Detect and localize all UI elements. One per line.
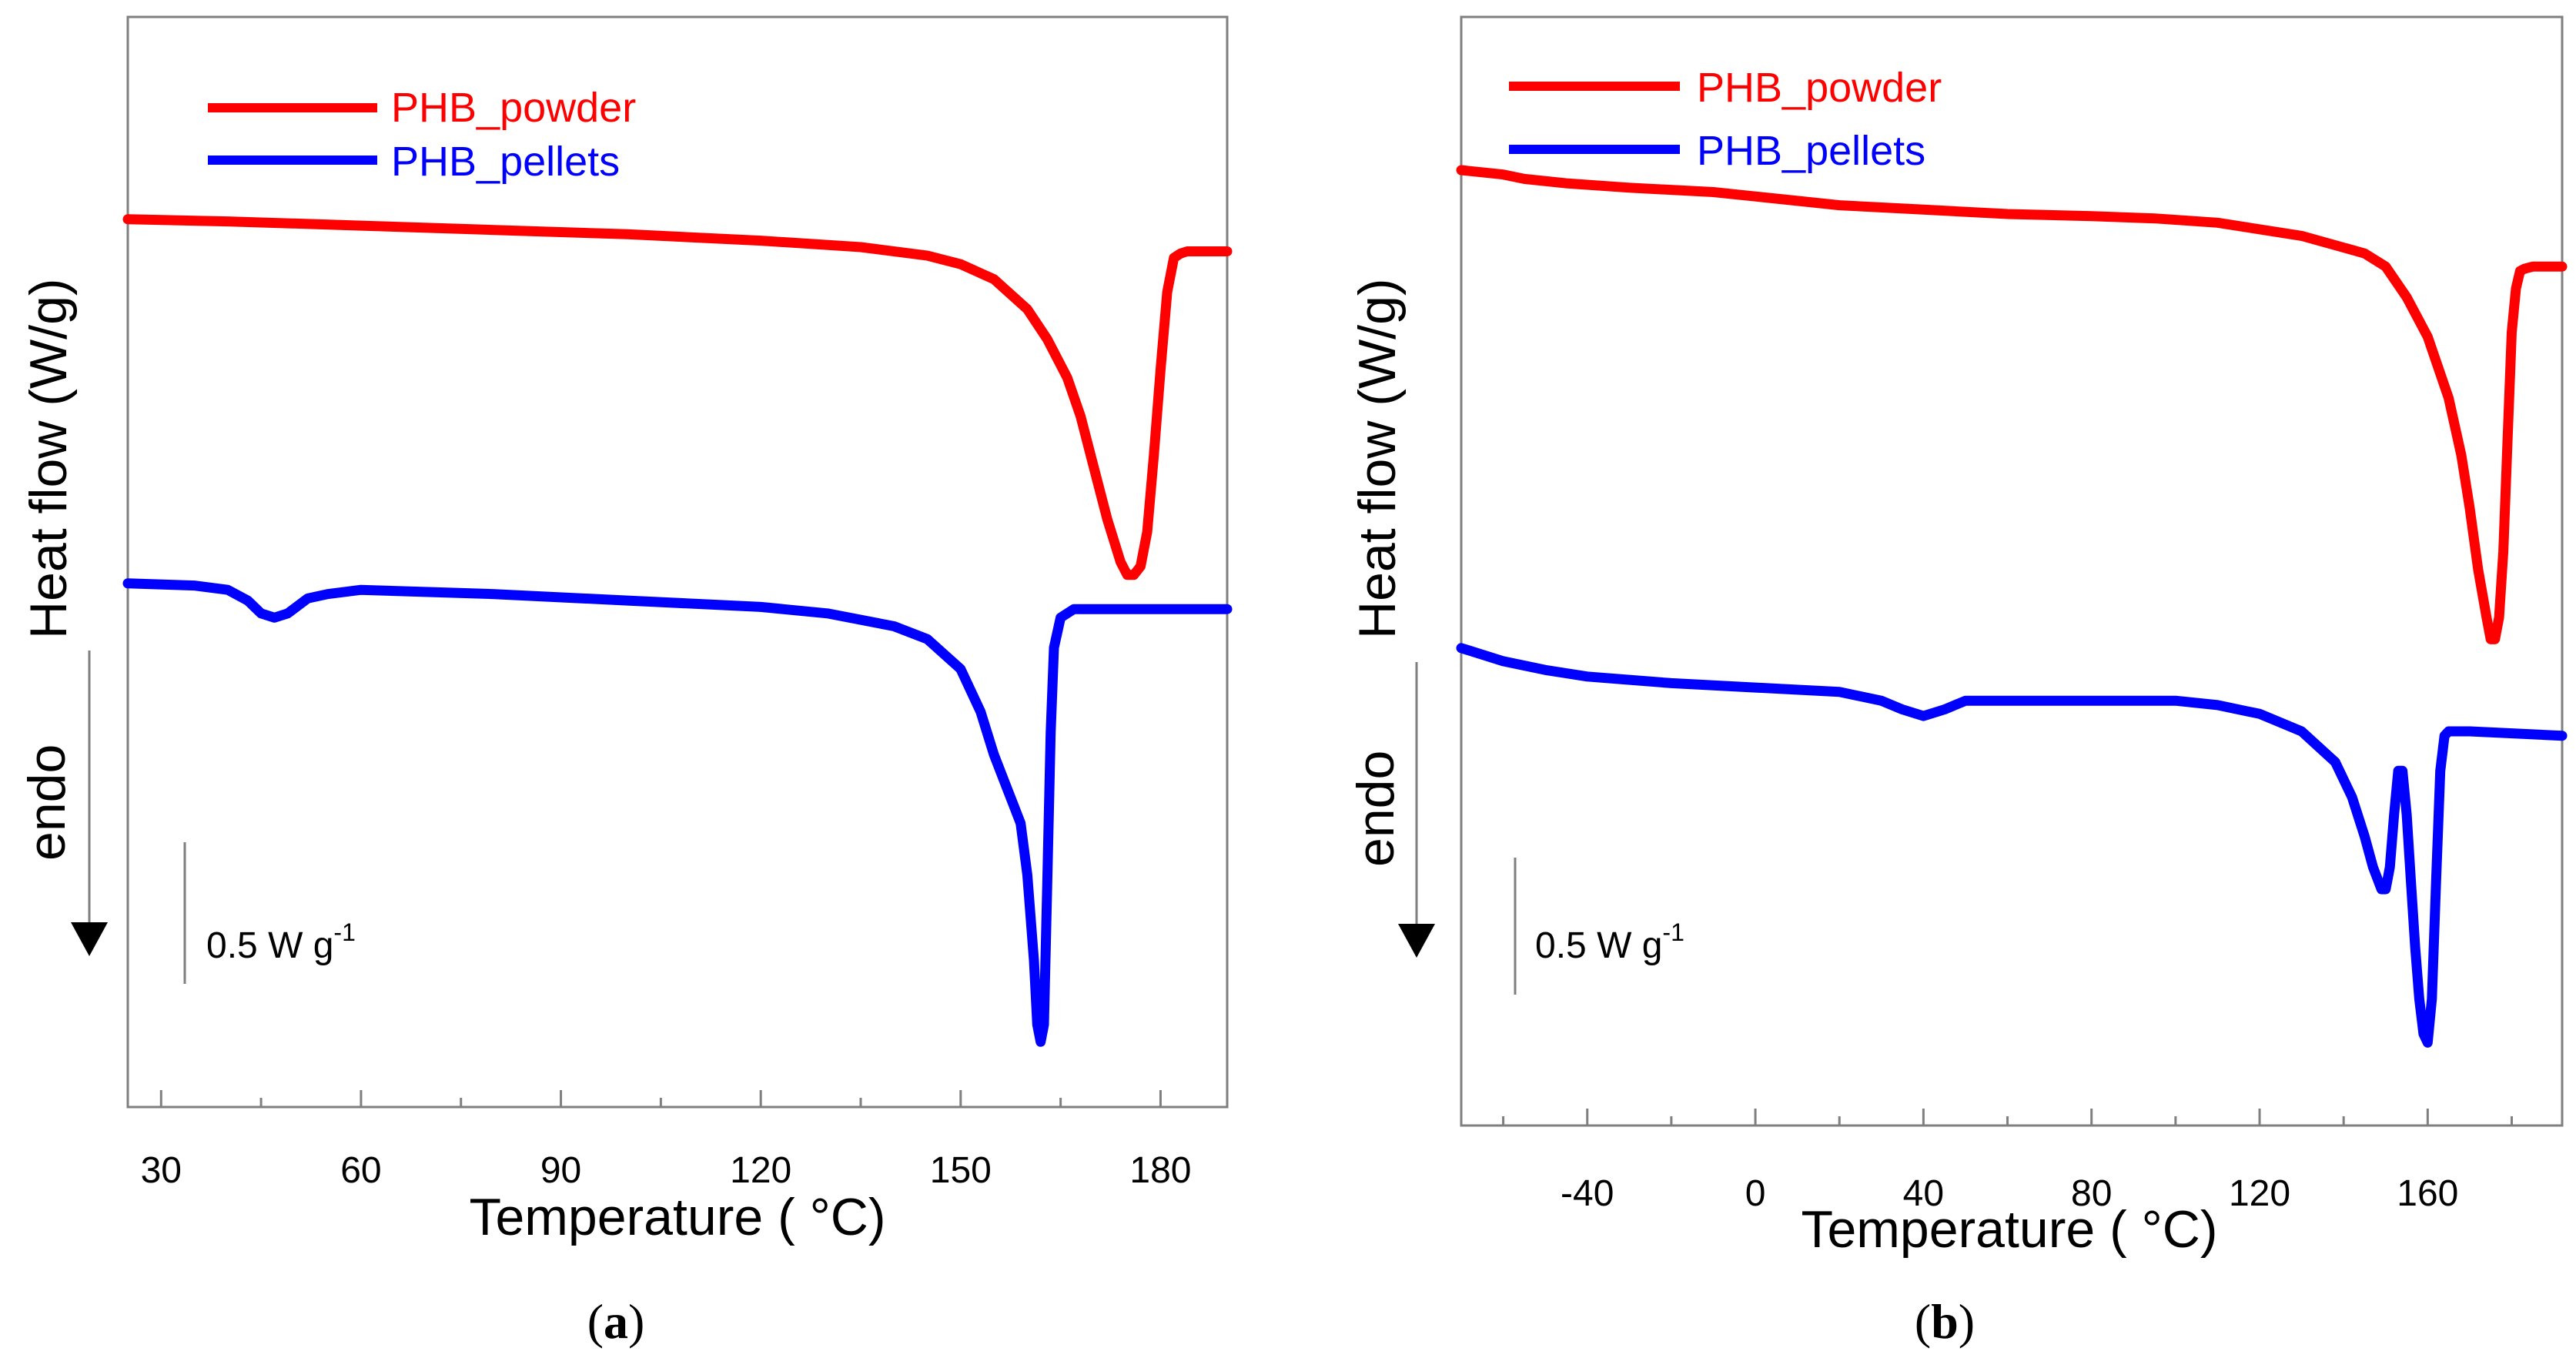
x-tick-label: 90 bbox=[540, 1150, 581, 1191]
endo-label-a: endo bbox=[18, 744, 76, 861]
legend-label-pellets-a: PHB_pellets bbox=[391, 139, 620, 185]
series-line-phb-pellets bbox=[122, 578, 1233, 1047]
x-ticks-a: 30 60 90 120 150 180 bbox=[141, 1090, 1192, 1191]
endo-label-b: endo bbox=[1347, 751, 1405, 867]
x-tick-label: 0 bbox=[1745, 1173, 1766, 1214]
x-tick-label: -40 bbox=[1561, 1173, 1614, 1214]
x-ticks-b: -40 0 40 80 120 160 bbox=[1502, 1109, 2514, 1214]
x-tick-label: 80 bbox=[2071, 1173, 2112, 1214]
series-line-phb-powder bbox=[122, 214, 1233, 580]
series-line-phb-powder bbox=[1456, 165, 2568, 644]
x-tick-label: 120 bbox=[2229, 1173, 2290, 1214]
x-tick-label: 30 bbox=[141, 1150, 182, 1191]
x-tick-label: 180 bbox=[1129, 1150, 1191, 1191]
panel-label-b: (b) bbox=[1915, 1294, 1975, 1349]
panel-a: 30 60 90 120 150 180 PHB_powder PHB_pellets H… bbox=[18, 15, 1233, 1349]
endo-arrow-head-b bbox=[1398, 924, 1435, 958]
curves-a bbox=[122, 214, 1233, 1047]
x-tick-label: 120 bbox=[730, 1150, 791, 1191]
x-tick-label: 40 bbox=[1903, 1173, 1944, 1214]
panel-b: -40 0 40 80 120 160 PHB_powder PHB_pellets He… bbox=[1347, 15, 2568, 1349]
x-tick-label: 60 bbox=[340, 1150, 381, 1191]
x-axis-title-b: Temperature ( °C) bbox=[1801, 1200, 2217, 1259]
scale-bar-label-a: 0.5 W g-1 bbox=[206, 918, 356, 966]
x-axis-title-a: Temperature ( °C) bbox=[469, 1188, 885, 1246]
legend-label-powder-a: PHB_powder bbox=[391, 85, 636, 131]
scale-bar-label-b: 0.5 W g-1 bbox=[1535, 918, 1684, 966]
x-tick-label: 160 bbox=[2397, 1173, 2458, 1214]
endo-arrow-head-a bbox=[71, 922, 108, 956]
legend-label-powder-b: PHB_powder bbox=[1697, 65, 1942, 111]
plot-frame-a bbox=[126, 15, 1229, 1109]
curves-b bbox=[1456, 165, 2568, 1048]
y-axis-title-b: Heat flow (W/g) bbox=[1348, 278, 1407, 639]
plot-frame-b bbox=[1460, 15, 2564, 1127]
y-axis-title-a: Heat flow (W/g) bbox=[19, 278, 78, 639]
panel-label-a: (a) bbox=[587, 1294, 645, 1349]
x-tick-label: 150 bbox=[930, 1150, 992, 1191]
series-line-phb-pellets bbox=[1456, 643, 2568, 1048]
legend-label-pellets-b: PHB_pellets bbox=[1697, 128, 1925, 174]
